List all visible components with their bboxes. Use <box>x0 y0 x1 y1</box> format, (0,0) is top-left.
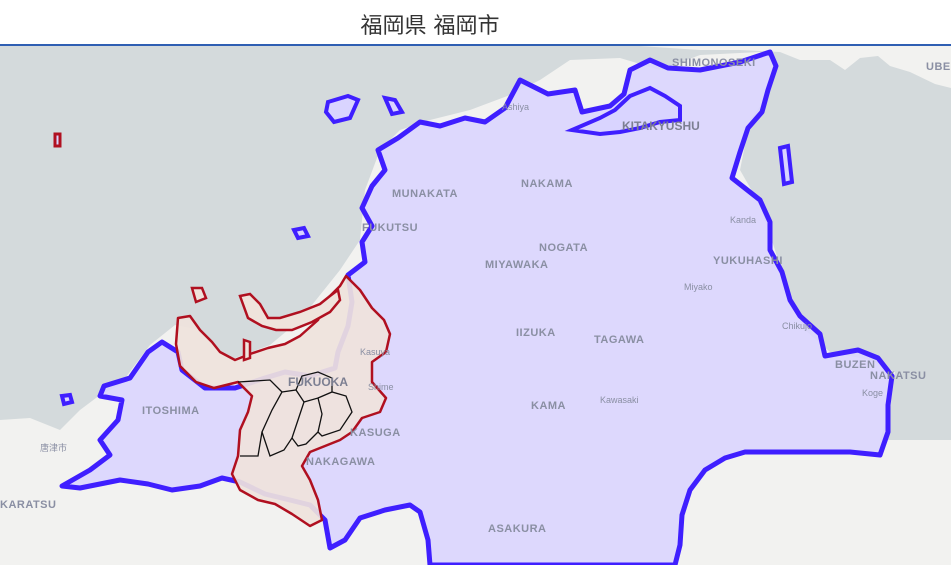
ward-boundary-jonan <box>261 389 305 457</box>
label-karatsu-jp: 唐津市 <box>40 442 67 453</box>
label-shime: Shime <box>368 382 394 392</box>
label-ashiya: Ashiya <box>502 102 529 112</box>
label-miyawaka: MIYAWAKA <box>485 259 549 271</box>
label-fukuoka: FUKUOKA <box>288 375 348 389</box>
label-fukutsu: FUKUTSU <box>362 222 418 234</box>
label-tagawa: TAGAWA <box>594 334 644 346</box>
shikanoshima-outline <box>238 287 342 332</box>
label-nogata: NOGATA <box>539 242 588 254</box>
header-bar: 福岡県 福岡市 <box>0 0 951 46</box>
ward-boundary-nishi <box>237 379 283 457</box>
offshore-island-east <box>777 143 795 187</box>
label-nakagawa: NAKAGAWA <box>306 456 375 468</box>
map-view[interactable]: SHIMONOSEKI UBE KITAKYUSHU Ashiya MUNAKA… <box>0 46 951 565</box>
label-kanda: Kanda <box>730 215 756 225</box>
label-itoshima: ITOSHIMA <box>142 405 200 417</box>
label-karatsu: KARATSU <box>0 499 56 511</box>
offshore-island-north-2 <box>381 95 406 117</box>
label-shimonoseki: SHIMONOSEKI <box>672 57 756 69</box>
kitakyushu-coast <box>564 85 682 137</box>
label-asakura: ASAKURA <box>488 523 547 535</box>
city-wards <box>237 371 353 457</box>
genkai-island-outline <box>190 286 208 304</box>
label-iizuka: IIZUKA <box>516 327 556 339</box>
label-ube: UBE <box>926 61 951 73</box>
nokonoshima-outline <box>242 338 252 362</box>
offshore-island-north-1 <box>323 93 361 125</box>
offshore-island-west <box>59 392 75 407</box>
label-nakatsu: NAKATSU <box>870 370 926 382</box>
label-miyako: Miyako <box>684 282 713 292</box>
offshore-island-north-3 <box>291 225 311 241</box>
label-kitakyushu: KITAKYUSHU <box>622 119 700 133</box>
map-title: 福岡県 福岡市 <box>360 14 500 39</box>
label-koge: Koge <box>862 388 883 398</box>
label-kasuya: Kasuya <box>360 347 390 357</box>
label-kama: KAMA <box>531 400 566 412</box>
label-yukuhashi: YUKUHASHI <box>713 255 783 267</box>
label-kawasaki: Kawasaki <box>600 395 639 405</box>
fukuoka-city-region[interactable] <box>174 274 392 528</box>
label-chikujo: Chikujo <box>782 321 812 331</box>
label-munakata: MUNAKATA <box>392 188 458 200</box>
label-kasuga: KASUGA <box>350 427 401 439</box>
offshore-island-far-nw <box>53 132 62 148</box>
label-nakama: NAKAMA <box>521 178 573 190</box>
honshu-landmass <box>640 46 951 88</box>
label-buzen: BUZEN <box>835 359 875 371</box>
ward-boundary-chuo <box>295 371 333 392</box>
map-canvas[interactable]: SHIMONOSEKI UBE KITAKYUSHU Ashiya MUNAKA… <box>0 46 951 565</box>
